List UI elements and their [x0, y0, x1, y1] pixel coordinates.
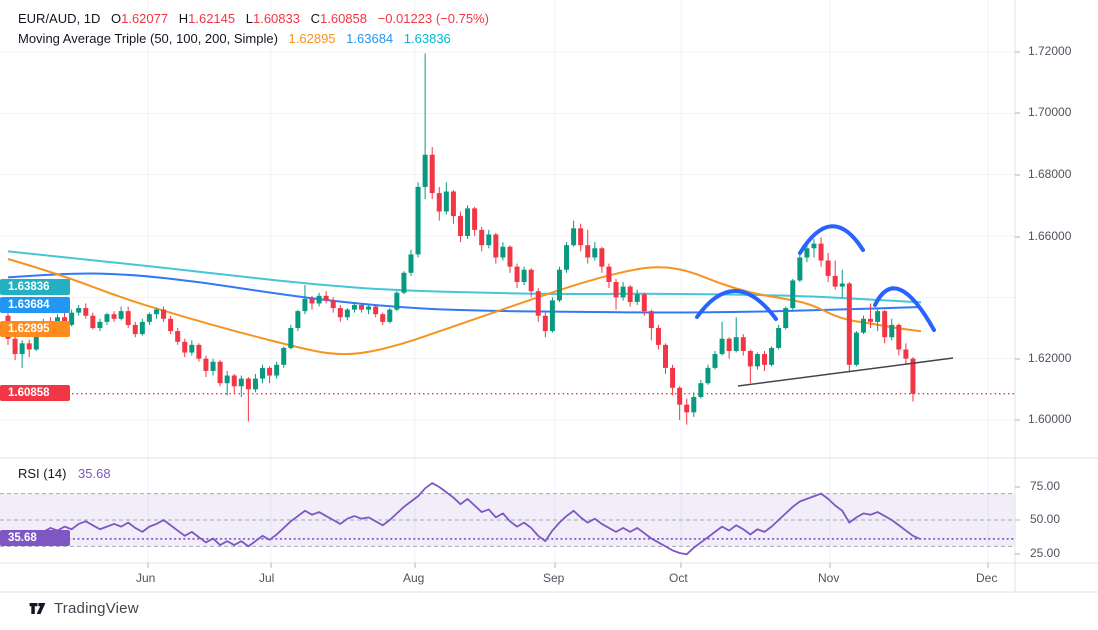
ma200-price-badge: 1.63836 — [0, 279, 70, 295]
symbol-title[interactable]: EUR/AUD, 1D — [18, 11, 101, 26]
head-arc[interactable] — [798, 224, 865, 255]
rsi-legend: RSI (14) 35.68 — [18, 466, 111, 481]
low-value: 1.60833 — [252, 11, 300, 26]
tradingview-logo-icon — [29, 602, 46, 615]
close-label: C — [310, 11, 320, 26]
price-axis-label: 1.66000 — [1028, 229, 1072, 243]
price-axis-label: 1.68000 — [1028, 167, 1072, 181]
open-value: 1.62077 — [121, 11, 169, 26]
high-label: H — [178, 11, 189, 26]
rsi-value-badge: 35.68 — [0, 530, 70, 546]
time-axis-label: Nov — [818, 571, 840, 585]
rsi-axis-label: 50.00 — [1030, 512, 1061, 526]
rsi-indicator-title[interactable]: RSI (14) — [18, 466, 67, 481]
ma-indicator-title[interactable]: Moving Average Triple (50, 100, 200, Sim… — [18, 31, 278, 46]
ma200-value: 1.63836 — [403, 31, 451, 46]
last-price-badge: 1.60858 — [0, 385, 70, 401]
time-axis-label: Oct — [669, 571, 688, 585]
open-label: O — [110, 11, 122, 26]
ma50-value: 1.62895 — [288, 31, 336, 46]
high-value: 1.62145 — [188, 11, 236, 26]
close-value: 1.60858 — [320, 11, 367, 26]
ma100-price-badge: 1.63684 — [0, 297, 70, 313]
change-value: −0.01223 (−0.75%) — [377, 11, 489, 26]
price-axis-label: 1.70000 — [1028, 105, 1072, 119]
tradingview-logo-text: TradingView — [54, 600, 139, 617]
right-shoulder-arc[interactable] — [873, 286, 936, 332]
ma50-price-badge: 1.62895 — [0, 321, 70, 337]
low-label: L — [245, 11, 253, 26]
rsi-axis-label: 75.00 — [1030, 479, 1061, 493]
time-axis-label: Jun — [136, 571, 156, 585]
symbol-legend: EUR/AUD, 1D O1.62077 H1.62145 L1.60833 C… — [18, 11, 489, 26]
price-axis-label: 1.62000 — [1028, 351, 1072, 365]
time-axis-label: Jul — [259, 571, 275, 585]
time-axis-label: Sep — [543, 571, 565, 585]
ma-legend: Moving Average Triple (50, 100, 200, Sim… — [18, 31, 451, 46]
left-shoulder-arc[interactable] — [695, 289, 778, 321]
price-axis-label: 1.60000 — [1028, 412, 1072, 426]
time-axis-label: Dec — [976, 571, 998, 585]
tradingview-logo[interactable]: TradingView — [28, 599, 139, 618]
ma100-value: 1.63684 — [346, 31, 394, 46]
rsi-axis-label: 25.00 — [1030, 546, 1061, 560]
time-axis-label: Aug — [403, 571, 425, 585]
rsi-value: 35.68 — [78, 466, 111, 481]
price-axis-label: 1.72000 — [1028, 44, 1072, 58]
neckline-trendline[interactable] — [737, 357, 954, 387]
